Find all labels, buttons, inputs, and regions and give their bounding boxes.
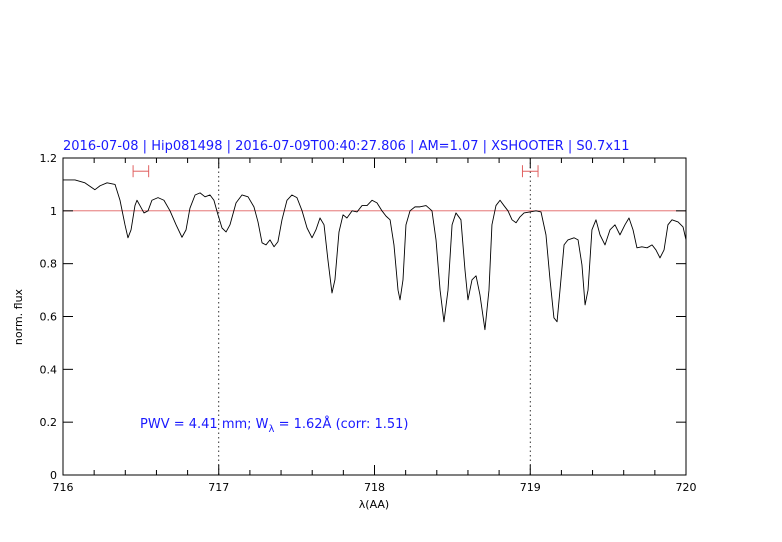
y-tick-label: 0: [50, 469, 57, 482]
x-axis-label: λ(AA): [359, 498, 389, 511]
annotation-part: = 1.62Å (corr: 1.51): [274, 416, 408, 432]
x-tick-label: 719: [520, 481, 541, 494]
y-tick-label: 1.2: [40, 152, 58, 165]
annotation: PWV = 4.41 mm; Wλ = 1.62Å (corr: 1.51): [140, 416, 409, 435]
x-tick-label: 716: [53, 481, 74, 494]
y-tick-label: 1: [50, 205, 57, 218]
x-tick-label: 717: [208, 481, 229, 494]
y-tick-label: 0.4: [40, 363, 58, 376]
y-axis-label: norm. flux: [12, 288, 25, 345]
spectrum-line: [63, 179, 687, 331]
y-tick-label: 0.8: [40, 258, 58, 271]
y-tick-label: 0.2: [40, 416, 58, 429]
y-tick-label: 0.6: [40, 311, 58, 324]
interval: [521, 165, 539, 178]
x-tick-label: 718: [364, 481, 385, 494]
interval: [132, 165, 150, 178]
annotation-subscript: λ: [269, 424, 275, 435]
annotation-part: PWV = 4.41 mm; W: [140, 417, 269, 432]
chart-title: 2016-07-08 | Hip081498 | 2016-07-09T00:4…: [63, 139, 630, 154]
x-tick-label: 720: [676, 481, 697, 494]
